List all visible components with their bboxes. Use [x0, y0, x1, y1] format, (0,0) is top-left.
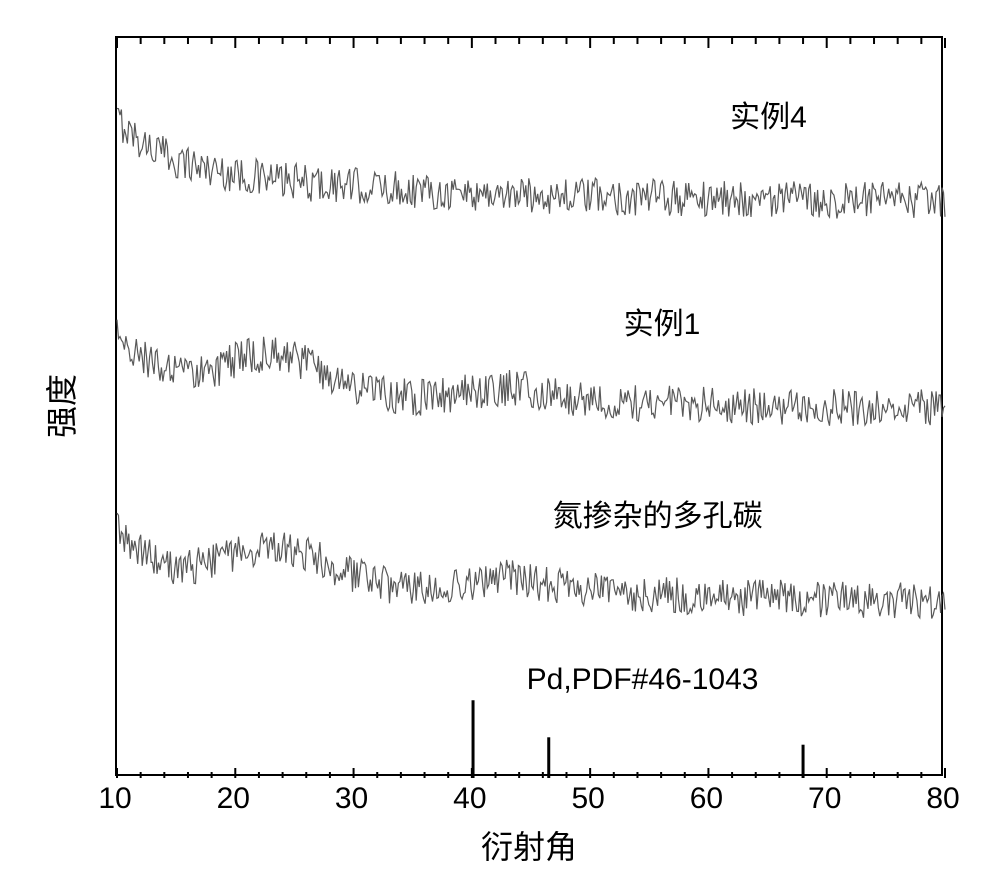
x-axis-label: 衍射角: [481, 822, 577, 868]
nitrogen-doped-carbon-curve: [117, 513, 945, 618]
x-tick-label: 30: [335, 782, 368, 816]
example-4-curve-label: 实例4: [730, 92, 807, 136]
x-tick-label: 80: [926, 782, 959, 816]
xrd-figure: 10 20 30 40 50 60 70 80 衍射角 强度 实例4 实例1 氮掺杂的多孔碳 Pd,PDF…: [0, 0, 1000, 882]
x-tick-label: 60: [690, 782, 723, 816]
pd-ref-label: Pd,PDF#46-1043: [527, 663, 759, 697]
x-tick-label: 50: [571, 782, 604, 816]
y-axis-label: 强度: [37, 374, 83, 438]
example-1-curve: [117, 320, 945, 426]
nitrogen-doped-carbon-curve-label: 氮掺杂的多孔碳: [553, 491, 763, 535]
x-tick-label: 20: [217, 782, 250, 816]
x-tick-label: 10: [98, 782, 131, 816]
example-4-curve: [117, 109, 945, 219]
example-1-curve-label: 实例1: [624, 299, 701, 343]
x-tick-label: 70: [808, 782, 841, 816]
x-tick-label: 40: [453, 782, 486, 816]
